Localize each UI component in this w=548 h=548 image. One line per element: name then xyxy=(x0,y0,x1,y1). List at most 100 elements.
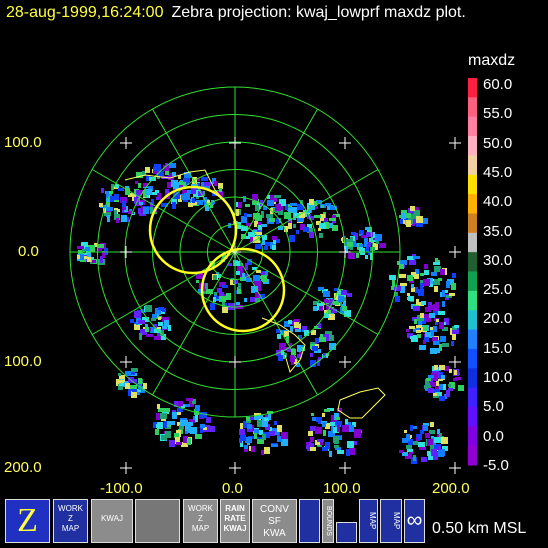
radar-echo xyxy=(85,247,90,251)
radar-echo xyxy=(274,421,277,425)
radar-echo xyxy=(139,384,142,387)
radar-echo xyxy=(134,324,140,330)
radar-echo xyxy=(400,260,407,265)
radar-echo xyxy=(154,336,161,340)
radar-echo xyxy=(337,450,344,454)
radar-echo xyxy=(297,215,304,222)
radar-echo xyxy=(173,192,180,199)
radar-echo xyxy=(250,417,256,420)
radar-echo xyxy=(455,377,461,380)
radar-echo xyxy=(115,184,119,188)
radar-echo xyxy=(135,181,138,184)
radar-echo xyxy=(125,386,130,389)
radar-echo xyxy=(200,424,205,428)
radar-echo xyxy=(413,306,420,311)
zebra-icon[interactable]: Z xyxy=(5,499,50,543)
rain-rate-icon[interactable]: RAIN RATE KWAJ xyxy=(220,499,250,543)
radar-echo xyxy=(238,283,241,289)
radar-echo xyxy=(281,432,288,439)
radar-echo xyxy=(254,281,261,286)
radar-echo xyxy=(406,445,412,449)
radar-echo xyxy=(338,296,344,302)
radar-echo xyxy=(237,287,241,294)
radar-echo xyxy=(446,295,452,298)
radar-echo xyxy=(235,222,241,229)
radar-echo xyxy=(244,298,247,302)
circle-icon[interactable] xyxy=(299,499,320,543)
radar-echo xyxy=(304,330,309,336)
radar-echo xyxy=(152,314,157,318)
radar-echo xyxy=(399,274,406,278)
icon-text: Z xyxy=(198,514,203,523)
icon-text: MAP xyxy=(61,524,80,533)
work-z-map-icon[interactable]: WORK Z MAP xyxy=(183,499,218,543)
radar-echo xyxy=(130,385,137,389)
radar-echo xyxy=(262,235,267,240)
colorbar-swatch xyxy=(468,78,477,98)
radar-echo xyxy=(315,338,319,343)
radar-echo xyxy=(407,449,413,452)
radar-echo xyxy=(286,336,289,343)
radar-echo xyxy=(248,232,255,237)
radar-echo xyxy=(183,436,188,443)
radar-echo xyxy=(311,443,314,446)
conv-sf-icon[interactable]: CONV SF KWA xyxy=(252,499,297,543)
radar-echo xyxy=(427,439,433,446)
radar-echo xyxy=(420,313,424,318)
bounds-icon[interactable]: BOUNDS xyxy=(322,499,334,543)
radar-echo xyxy=(191,188,196,194)
work-z-map-icon[interactable]: WORK Z MAP xyxy=(53,499,88,543)
radar-echo xyxy=(192,198,195,203)
radar-echo xyxy=(352,422,356,427)
radar-echo xyxy=(316,200,322,204)
radar-echo xyxy=(272,245,276,250)
radar-echo xyxy=(241,216,247,223)
radar-echo xyxy=(296,363,300,367)
grid-icon[interactable] xyxy=(336,522,357,543)
spoke xyxy=(152,108,236,253)
radar-echo xyxy=(370,253,373,260)
radar-echo xyxy=(411,272,416,277)
radar-echo xyxy=(410,206,415,211)
radar-echo xyxy=(408,439,413,445)
radar-echo xyxy=(217,288,222,293)
radar-echo xyxy=(276,329,280,333)
radar-echo xyxy=(437,392,442,396)
radar-echo xyxy=(131,368,138,372)
radar-echo xyxy=(446,390,450,397)
radar-echo xyxy=(442,327,448,331)
radar-echo xyxy=(309,216,314,220)
icon-text: KWA xyxy=(263,528,286,539)
kwaj-icon[interactable]: KWAJ xyxy=(91,499,133,543)
radar-echo xyxy=(440,269,445,275)
radar-echo xyxy=(418,318,422,325)
map-icon[interactable]: MAP xyxy=(359,499,378,543)
radar-echo xyxy=(429,313,435,318)
radar-echo xyxy=(392,280,395,287)
radar-echo xyxy=(118,188,124,191)
radar-echo xyxy=(151,199,154,204)
radar-echo xyxy=(345,246,348,253)
radar-echo xyxy=(407,275,413,281)
radar-echo xyxy=(406,434,410,441)
radar-echo xyxy=(271,444,278,447)
radar-echo xyxy=(250,236,253,243)
radar-echo xyxy=(438,278,442,281)
overlay-icon[interactable]: ∞ xyxy=(404,499,425,543)
radar-echo xyxy=(169,440,175,447)
grid-cross xyxy=(339,462,351,474)
radar-echo xyxy=(324,409,330,412)
radar-echo xyxy=(284,331,289,337)
radar-echo xyxy=(187,438,191,445)
radar-echo xyxy=(438,452,444,457)
radar-echo xyxy=(442,290,445,297)
map-icon[interactable]: MAP xyxy=(380,499,402,543)
radar-icon[interactable] xyxy=(135,499,180,543)
radar-echo xyxy=(433,454,438,460)
radar-echo xyxy=(408,456,412,459)
radar-echo xyxy=(399,264,404,269)
radar-echo xyxy=(178,175,181,179)
radar-echo xyxy=(416,221,423,227)
radar-echo xyxy=(430,348,437,354)
radar-echo xyxy=(310,353,313,357)
